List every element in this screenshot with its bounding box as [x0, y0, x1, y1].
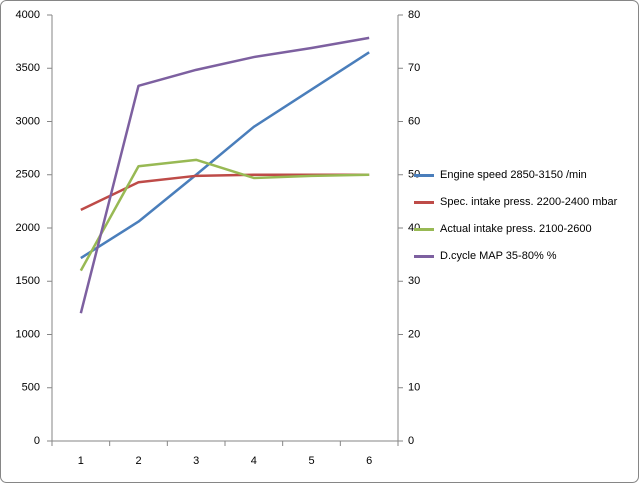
y2-tick-label: 0	[408, 435, 414, 447]
legend-swatch	[414, 174, 434, 177]
legend-label: Engine speed 2850-3150 /min	[440, 169, 587, 181]
x-tick-label: 5	[308, 455, 314, 467]
series-line	[79, 36, 370, 314]
y-tick-label: 4000	[16, 9, 40, 21]
series-line	[79, 158, 370, 272]
legend-swatch	[414, 201, 434, 204]
y-tick-label: 2500	[16, 169, 40, 181]
legend-swatch	[414, 255, 434, 258]
y2-tick-label: 10	[408, 382, 420, 394]
legend-label: D.cycle MAP 35-80% %	[440, 250, 557, 262]
legend-item: D.cycle MAP 35-80% %	[414, 249, 634, 264]
y-tick-label: 500	[22, 382, 40, 394]
legend-label: Spec. intake press. 2200-2400 mbar	[440, 196, 618, 208]
y-tick-label: 0	[34, 435, 40, 447]
series-line	[80, 51, 370, 260]
y-tick-label: 1500	[16, 275, 40, 287]
x-tick-label: 1	[78, 455, 84, 467]
y2-tick-label: 60	[408, 115, 420, 127]
legend-swatch	[414, 228, 434, 231]
legend-item: Spec. intake press. 2200-2400 mbar	[414, 195, 634, 210]
y-tick-label: 2000	[16, 222, 40, 234]
y2-tick-label: 20	[408, 328, 420, 340]
legend-label: Actual intake press. 2100-2600	[440, 223, 592, 235]
y-tick-label: 1000	[16, 328, 40, 340]
y-tick-label: 3000	[16, 115, 40, 127]
y2-tick-label: 30	[408, 275, 420, 287]
legend-item: Actual intake press. 2100-2600	[414, 222, 634, 237]
x-tick-label: 6	[366, 455, 372, 467]
y2-tick-label: 80	[408, 9, 420, 21]
legend-item: Engine speed 2850-3150 /min	[414, 168, 634, 183]
y-tick-label: 3500	[16, 62, 40, 74]
x-tick-label: 3	[193, 455, 199, 467]
legend: Engine speed 2850-3150 /min Spec. intake …	[414, 168, 634, 276]
x-tick-label: 2	[135, 455, 141, 467]
x-tick-label: 4	[251, 455, 257, 467]
y2-tick-label: 70	[408, 62, 420, 74]
